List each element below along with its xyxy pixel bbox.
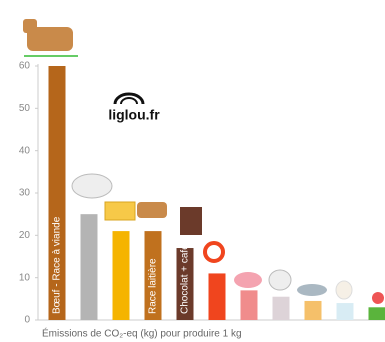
logo <box>113 92 145 105</box>
category-label: Bœuf - Race à viande <box>52 216 63 314</box>
bar <box>304 300 322 320</box>
bar <box>336 303 354 320</box>
y-tick-label: 10 <box>19 272 31 283</box>
bar <box>176 248 194 320</box>
bar <box>144 231 162 320</box>
y-tick-label: 50 <box>19 103 31 114</box>
bar <box>80 214 98 320</box>
icons <box>23 19 384 304</box>
y-tick-label: 40 <box>19 145 31 156</box>
category-label: Chocolat + café <box>180 244 191 314</box>
y-tick-label: 60 <box>19 61 31 72</box>
bar <box>208 273 226 320</box>
y-tick-label: 30 <box>19 188 31 199</box>
chart-title: Émissions de CO₂-eq (kg) pour produire 1… <box>42 327 242 340</box>
bar <box>368 307 385 320</box>
bar <box>272 296 290 320</box>
bar <box>240 290 258 320</box>
watermark: liglou.fr <box>108 107 160 123</box>
y-tick-label: 0 <box>24 315 30 326</box>
bar <box>112 231 130 320</box>
category-label: Race laitière <box>148 258 159 314</box>
bar <box>48 66 66 320</box>
y-tick-label: 20 <box>19 230 31 241</box>
